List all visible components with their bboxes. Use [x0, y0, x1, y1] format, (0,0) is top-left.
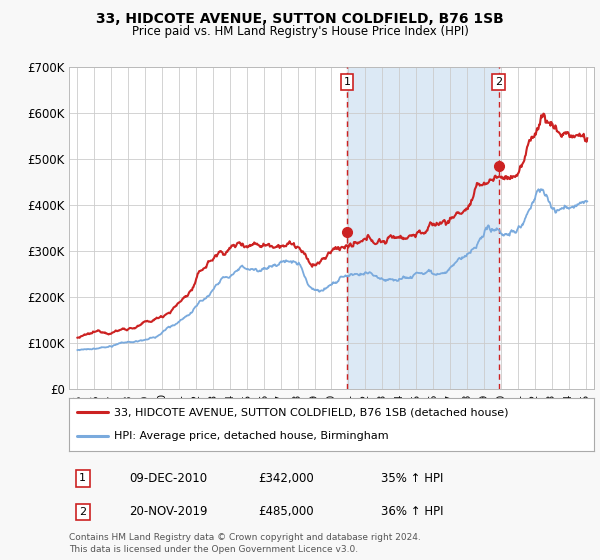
- Text: 1: 1: [344, 77, 350, 87]
- Text: HPI: Average price, detached house, Birmingham: HPI: Average price, detached house, Birm…: [113, 431, 388, 441]
- Text: 2: 2: [79, 507, 86, 517]
- Text: Price paid vs. HM Land Registry's House Price Index (HPI): Price paid vs. HM Land Registry's House …: [131, 25, 469, 38]
- Text: £342,000: £342,000: [258, 472, 314, 485]
- Text: 35% ↑ HPI: 35% ↑ HPI: [381, 472, 443, 485]
- Bar: [347, 67, 499, 389]
- Text: 36% ↑ HPI: 36% ↑ HPI: [381, 505, 443, 519]
- Text: 09-DEC-2010: 09-DEC-2010: [129, 472, 207, 485]
- Text: 1: 1: [79, 473, 86, 483]
- Text: 33, HIDCOTE AVENUE, SUTTON COLDFIELD, B76 1SB (detached house): 33, HIDCOTE AVENUE, SUTTON COLDFIELD, B7…: [113, 408, 508, 418]
- Text: 2: 2: [495, 77, 502, 87]
- Text: 20-NOV-2019: 20-NOV-2019: [129, 505, 208, 519]
- Text: £485,000: £485,000: [258, 505, 314, 519]
- Text: 33, HIDCOTE AVENUE, SUTTON COLDFIELD, B76 1SB: 33, HIDCOTE AVENUE, SUTTON COLDFIELD, B7…: [96, 12, 504, 26]
- Text: Contains HM Land Registry data © Crown copyright and database right 2024.
This d: Contains HM Land Registry data © Crown c…: [69, 533, 421, 554]
